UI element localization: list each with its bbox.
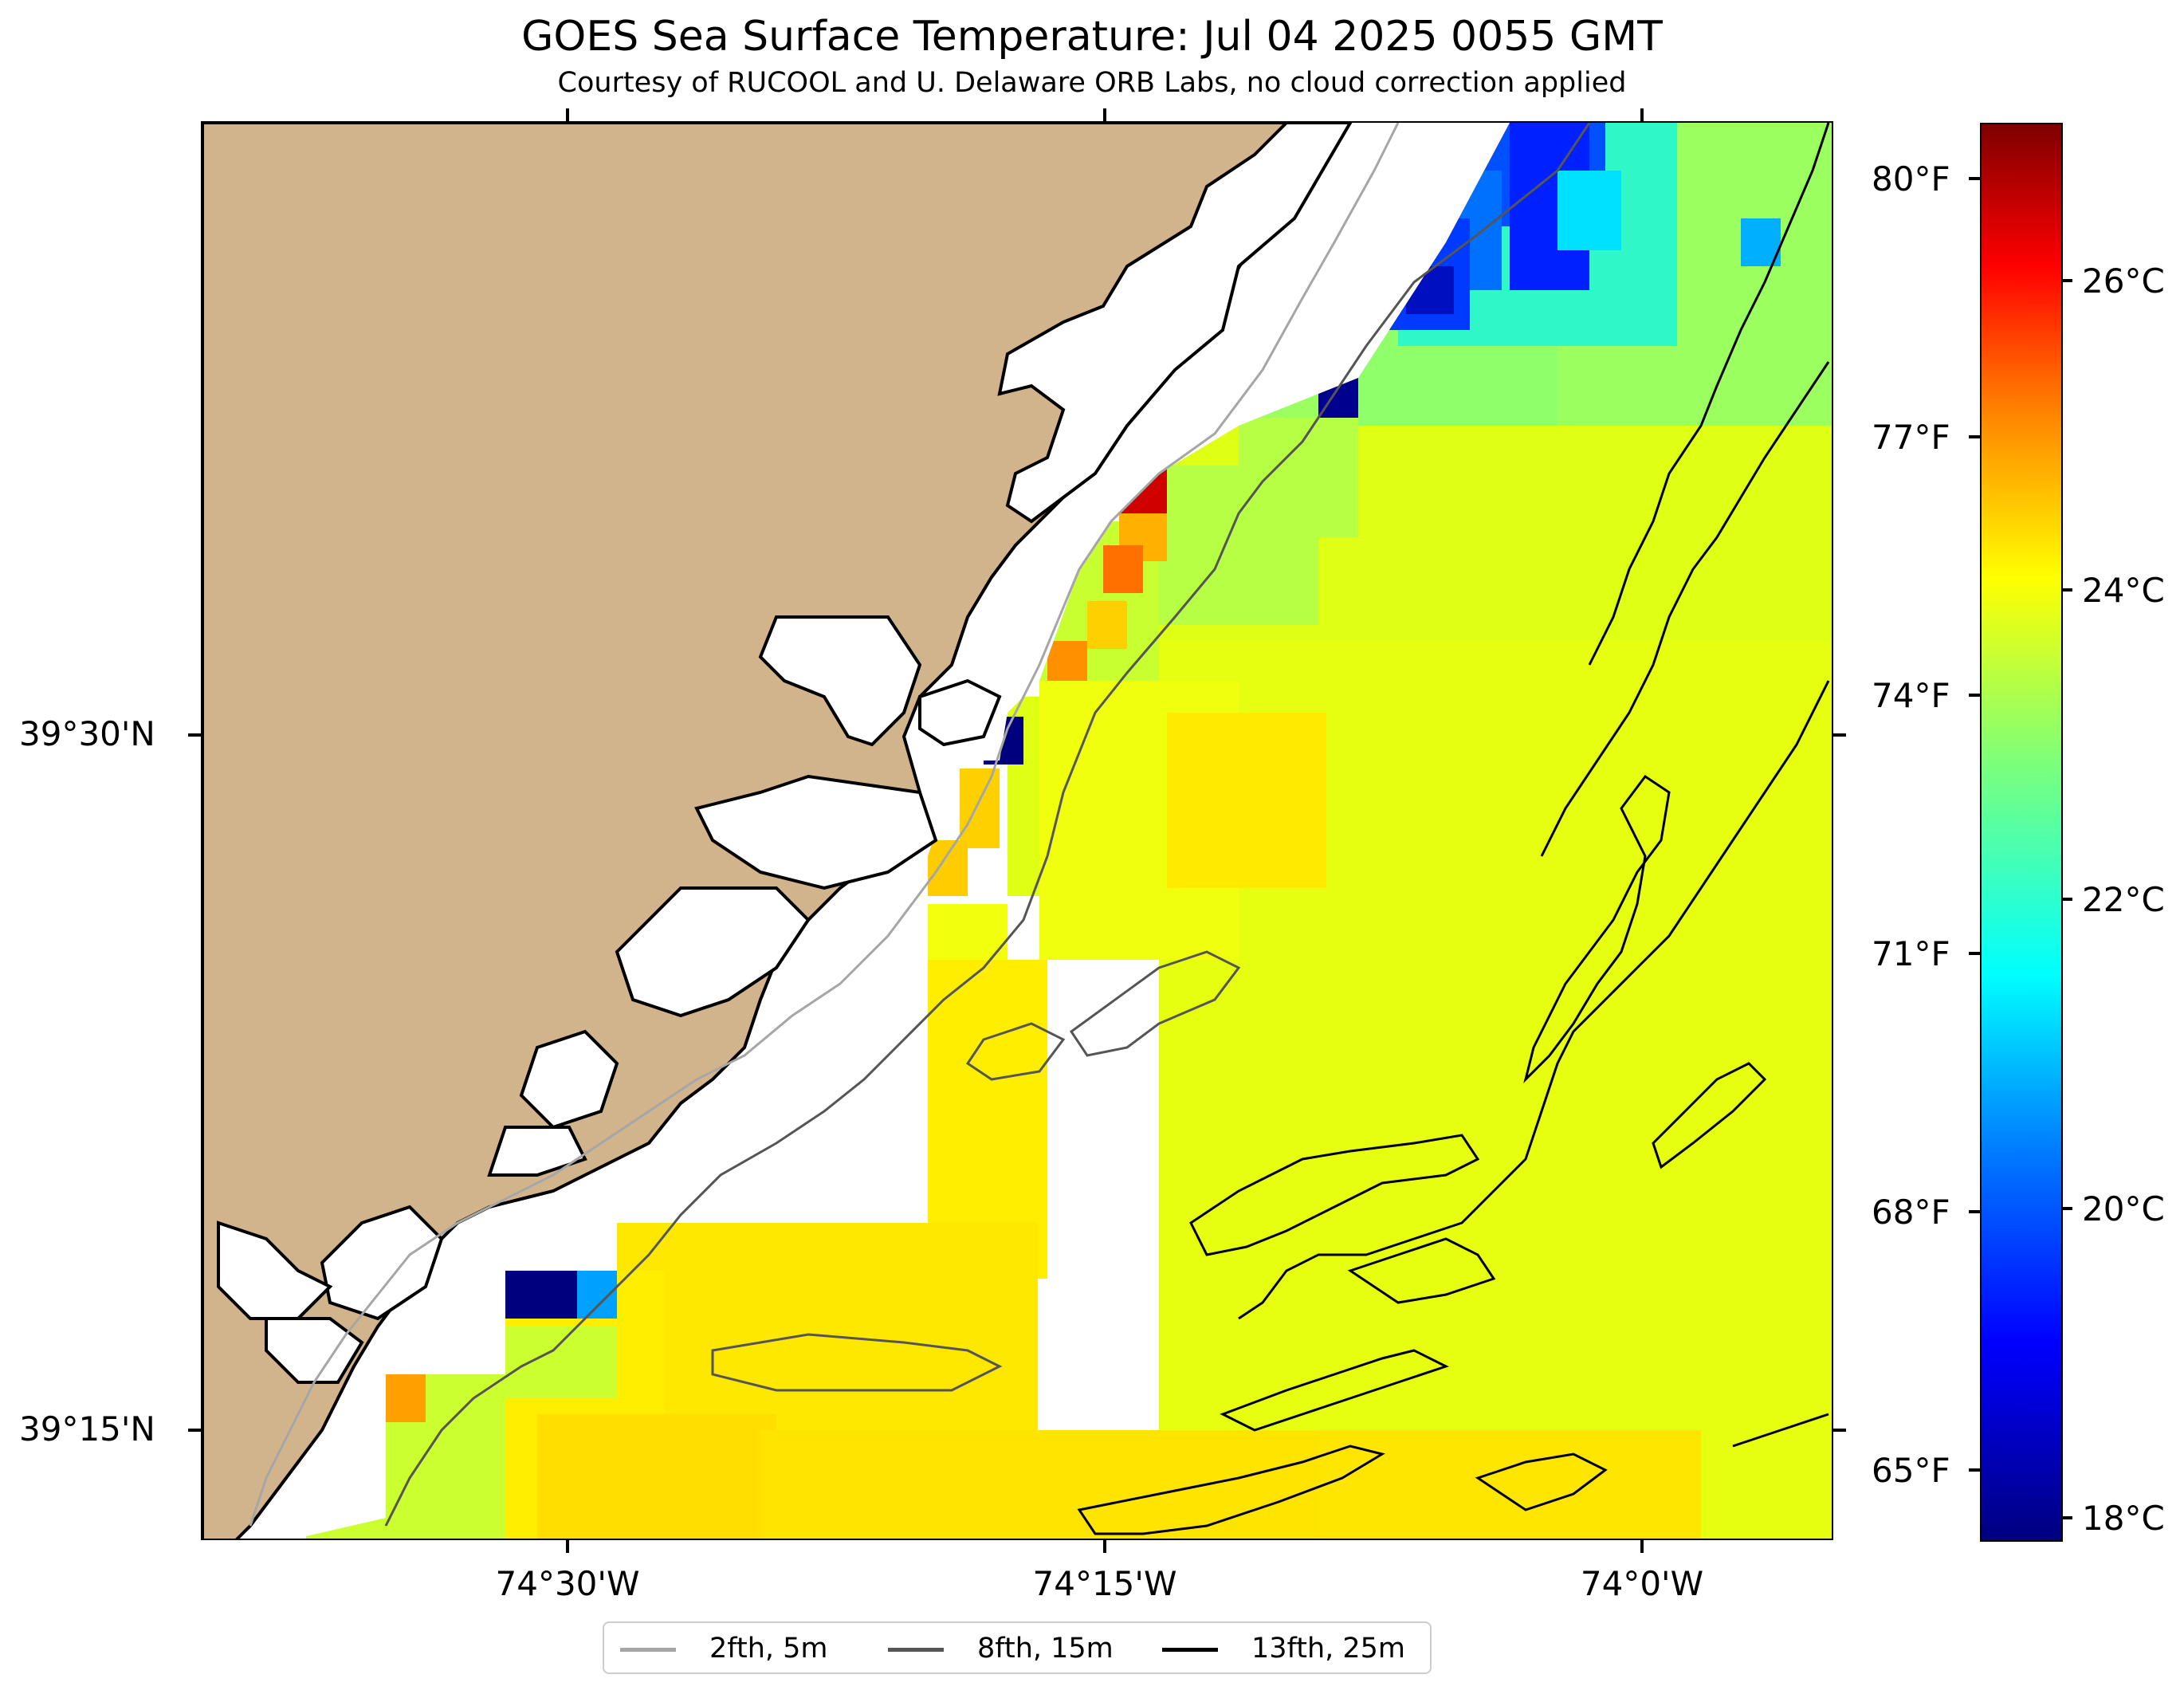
sst-cell	[505, 1271, 585, 1319]
colorbar	[1980, 123, 2063, 1542]
map-svg	[202, 123, 1832, 1539]
inland-water	[217, 123, 1353, 1384]
lon-label-74-30: 74°30'W	[495, 1564, 640, 1603]
cbar-c-label: 26°C	[2082, 261, 2165, 301]
cbar-f-label: 68°F	[1872, 1193, 1950, 1232]
legend-label: 13fth, 25m	[1251, 1633, 1406, 1665]
page-subtitle: Courtesy of RUCOOL and U. Delaware ORB L…	[557, 67, 1627, 99]
sst-cell	[537, 1414, 776, 1539]
legend-label: 2fth, 5m	[709, 1633, 828, 1665]
sst-cell	[505, 1327, 617, 1398]
sst-cell	[1557, 171, 1621, 250]
cbar-f-label: 77°F	[1872, 418, 1950, 457]
map-panel[interactable]	[201, 121, 1833, 1540]
legend: 2fth, 5m 8fth, 15m 13fth, 25m	[603, 1621, 1432, 1674]
lon-label-74-0: 74°0'W	[1580, 1564, 1704, 1603]
sst-cell	[1318, 1430, 1701, 1539]
legend-swatch	[1162, 1648, 1218, 1652]
legend-swatch	[620, 1648, 676, 1652]
lon-label-74-15: 74°15'W	[1032, 1564, 1177, 1603]
cbar-c-label: 24°C	[2082, 571, 2165, 610]
cbar-c-label: 20°C	[2082, 1189, 2165, 1228]
page-title: GOES Sea Surface Temperature: Jul 04 202…	[521, 13, 1663, 61]
bathymetry-2fth	[249, 123, 1400, 1527]
sst-cell	[928, 840, 968, 896]
sst-cell	[386, 1374, 426, 1422]
sst-cell	[960, 768, 1000, 848]
sst-cell	[1159, 466, 1318, 625]
bathymetry-8fth	[384, 123, 1591, 1527]
lat-label-39-15: 39°15'N	[19, 1409, 155, 1448]
legend-swatch	[888, 1648, 944, 1652]
legend-label: 8fth, 15m	[977, 1633, 1114, 1665]
sst-cell	[1167, 713, 1326, 888]
sst-cell	[1087, 601, 1127, 649]
sst-cell	[1701, 1430, 1832, 1539]
cbar-f-label: 65°F	[1872, 1451, 1950, 1490]
lat-label-39-30: 39°30'N	[19, 714, 155, 753]
cbar-f-label: 74°F	[1872, 676, 1950, 715]
cbar-c-label: 18°C	[2082, 1499, 2165, 1538]
cbar-f-label: 71°F	[1872, 934, 1950, 973]
cbar-c-label: 22°C	[2082, 880, 2165, 919]
cbar-f-label: 80°F	[1872, 159, 1950, 198]
bathymetry-13fth	[1077, 123, 1830, 1535]
sst-cell	[1103, 545, 1143, 593]
